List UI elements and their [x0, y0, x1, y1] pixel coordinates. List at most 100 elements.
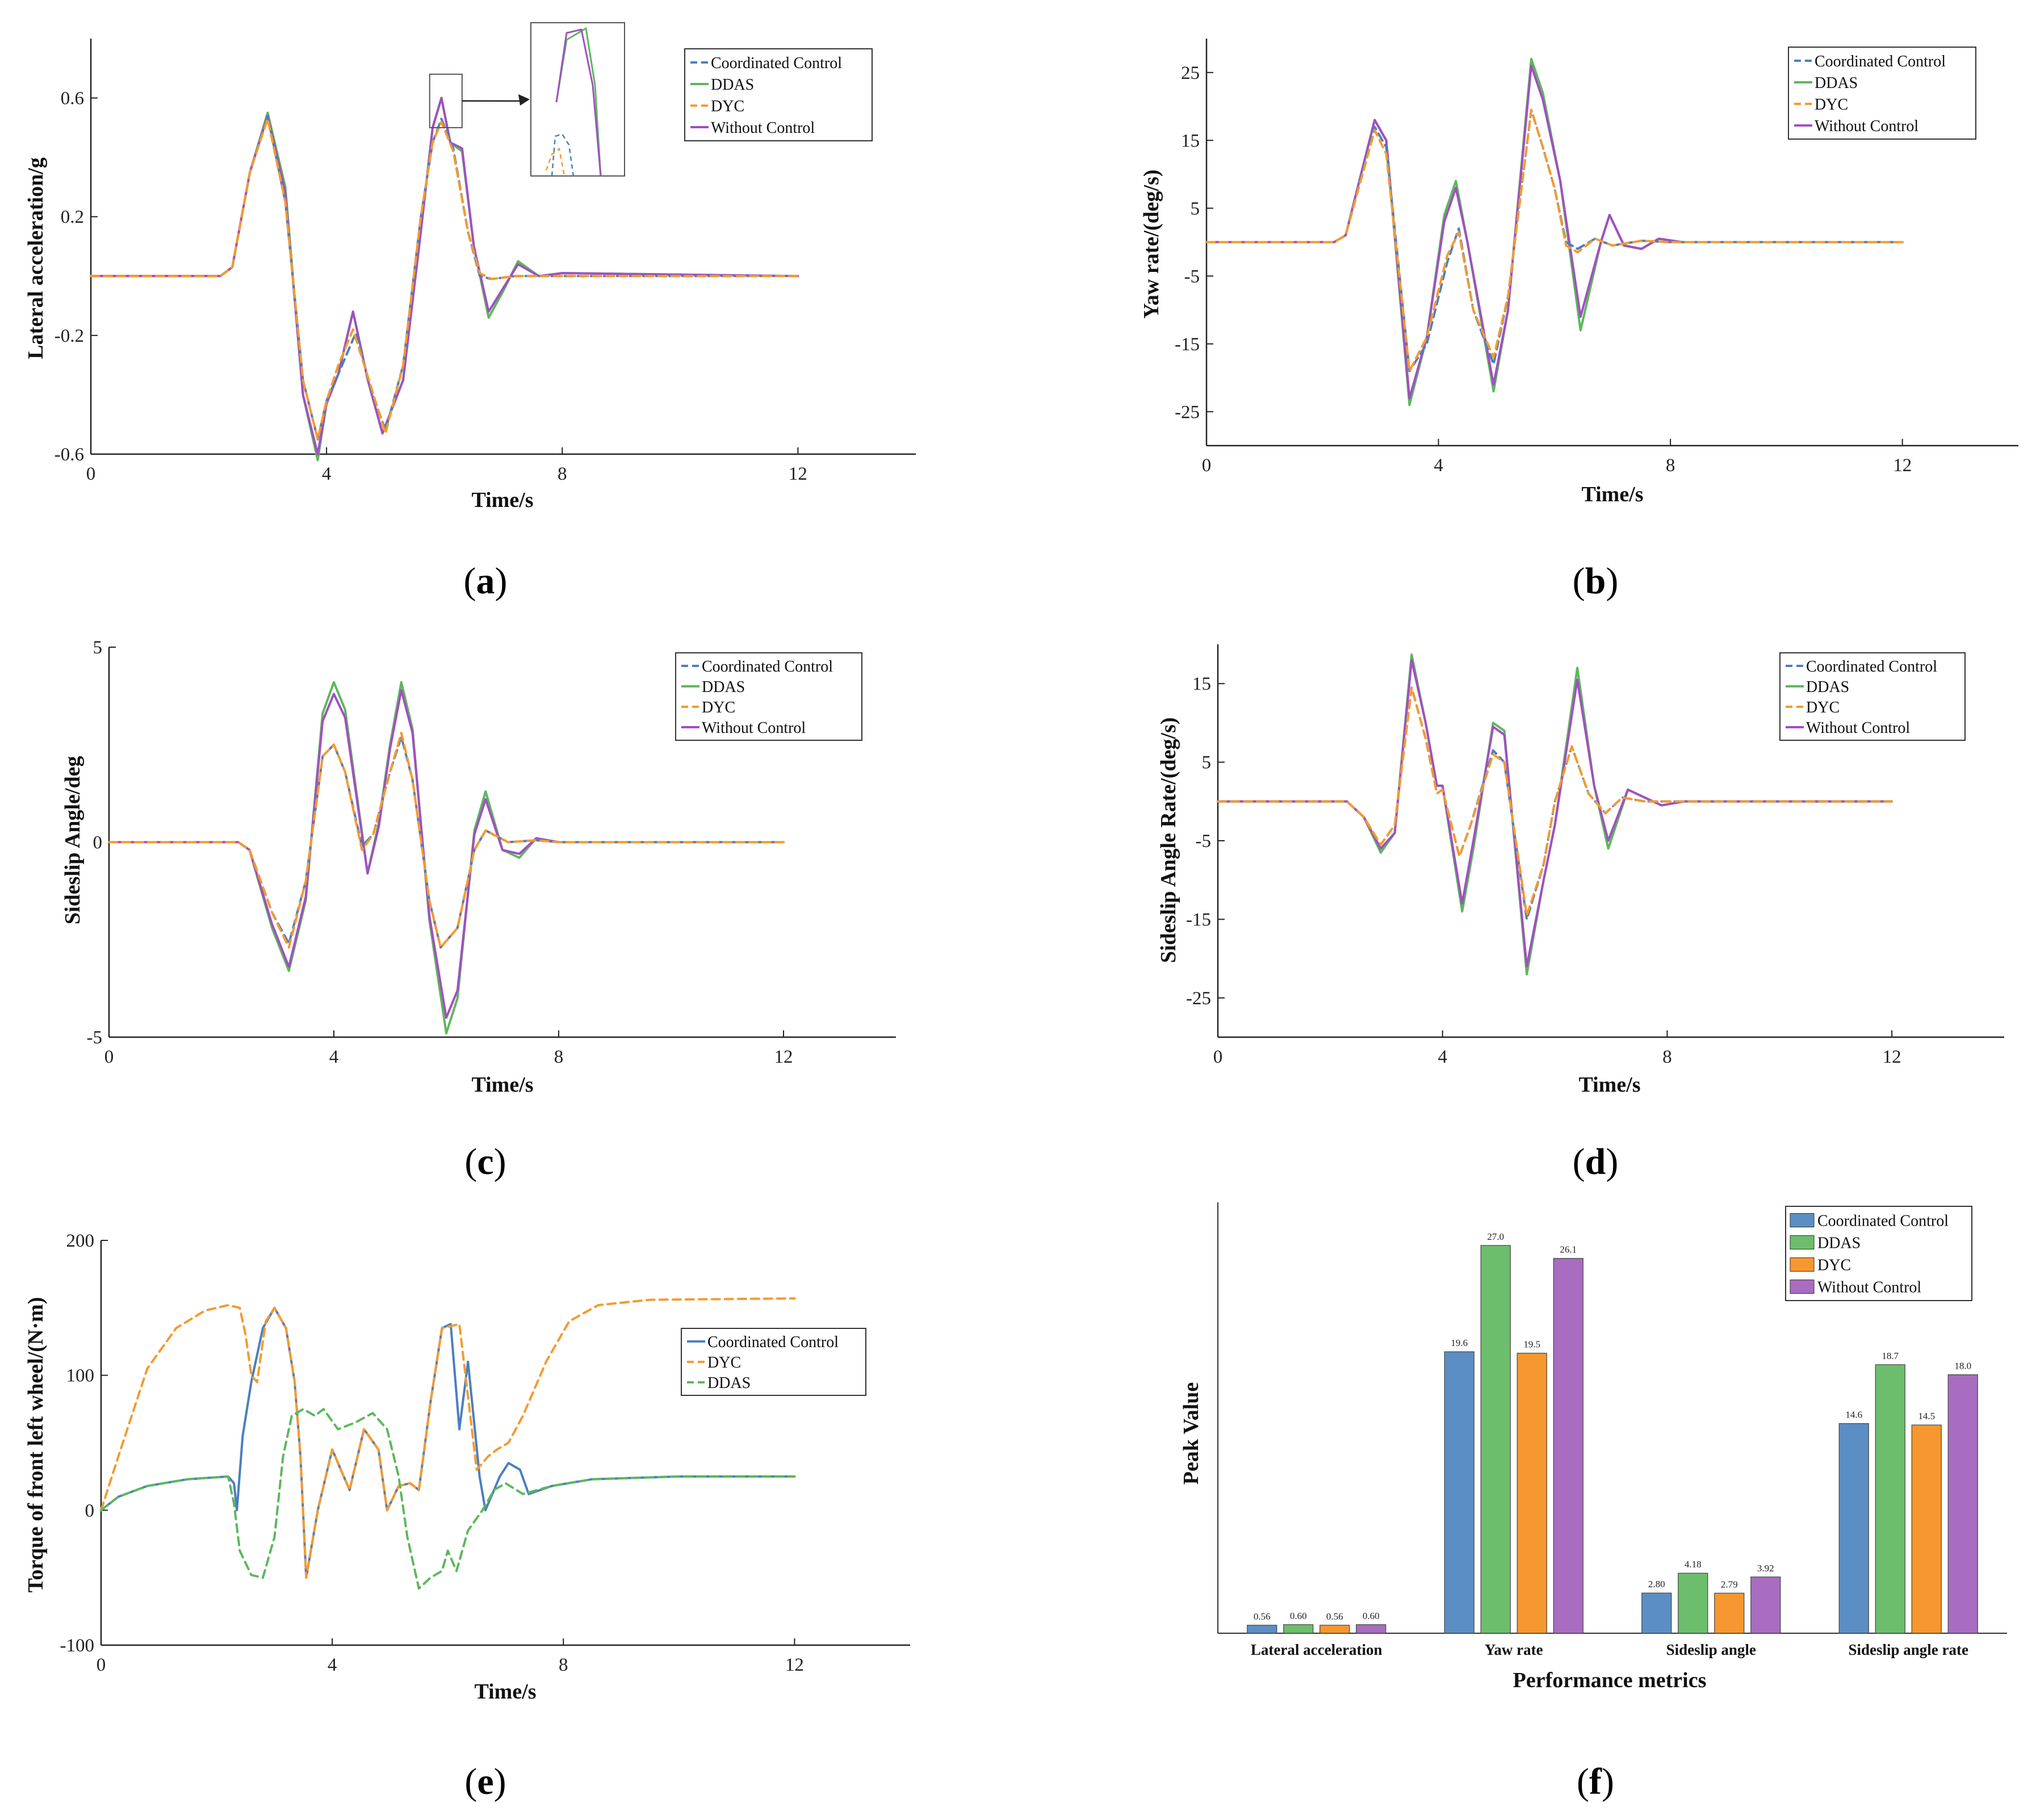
category-label-yaw-rate: Yaw rate: [1485, 1641, 1543, 1658]
legend-label-without-control: Without Control: [1817, 1279, 1921, 1297]
legend-box-e: [681, 1328, 866, 1396]
bar-value-label: 19.5: [1523, 1339, 1540, 1350]
y-tick-label-e: 100: [66, 1366, 95, 1386]
x-tick-label-c: 12: [774, 1047, 793, 1067]
x-tick-label-c: 0: [104, 1047, 114, 1067]
bar-value-label: 14.5: [1918, 1411, 1935, 1421]
bar-value-label: 18.7: [1882, 1351, 1899, 1361]
x-tick-label-b: 4: [1434, 455, 1443, 476]
y-tick-label-e: 0: [85, 1500, 95, 1521]
y-tick-label-e: 200: [66, 1231, 95, 1251]
series-line-dyc-d: [1217, 686, 1893, 917]
y-tick-label-e: -100: [60, 1636, 95, 1656]
x-tick-label-b: 8: [1666, 455, 1675, 476]
xlabel-a: Time/s: [471, 488, 533, 512]
series-line-without-control-c: [108, 689, 785, 1019]
series-line-dyc-c: [108, 732, 785, 949]
legend-label-ddas: DDAS: [1806, 678, 1849, 696]
bar-coordinated-control-lateral-acceleration: [1247, 1625, 1277, 1634]
x-tick-label-d: 4: [1438, 1047, 1447, 1067]
legend-e: Coordinated Control DYC DDAS: [681, 1328, 866, 1396]
ylabel-d: Sideslip Angle Rate/(deg/s): [1157, 718, 1180, 963]
legend-swatch-coordinated-control: [1790, 1213, 1815, 1227]
bar-value-label: 2.79: [1721, 1579, 1738, 1590]
x-tick-label-e: 4: [328, 1655, 337, 1675]
bar-dyc-lateral-acceleration: [1319, 1625, 1350, 1634]
legend-label-coordinated-control: Coordinated Control: [1817, 1213, 1949, 1230]
legend-label-dyc: DYC: [711, 98, 744, 115]
y-tick-label-c: 5: [93, 638, 103, 658]
zoom-inset-line-dyc: [545, 147, 565, 177]
legend-label-dyc: DYC: [702, 699, 735, 716]
y-tick-label-b: -5: [1184, 266, 1200, 287]
x-tick-label-a: 12: [789, 464, 807, 484]
x-tick-label-b: 12: [1893, 455, 1912, 476]
caption-b: (b): [1573, 560, 1619, 602]
caption-f: (f): [1577, 1761, 1614, 1802]
y-tick-label-d: -5: [1196, 831, 1212, 852]
legend-label-coordinated-control: Coordinated Control: [711, 54, 842, 72]
zoom-arrow-head: [518, 94, 530, 106]
y-tick-label-b: 25: [1181, 63, 1200, 83]
zoom-inset-line-without-control: [555, 28, 602, 177]
bar-without-control-sideslip-angle: [1750, 1576, 1781, 1634]
series-line-without-control-d: [1217, 659, 1893, 968]
legend-label-coordinated-control: Coordinated Control: [702, 658, 833, 676]
bar-value-label: 0.56: [1326, 1611, 1343, 1622]
x-tick-label-a: 0: [86, 464, 96, 484]
bar-dyc-sideslip-angle: [1714, 1592, 1745, 1634]
legend-label-dyc: DYC: [1815, 96, 1848, 114]
ylabel-a: Lateral acceleration/g: [24, 157, 48, 359]
bar-without-control-sideslip-angle-rate: [1947, 1374, 1978, 1634]
y-tick-label-b: -25: [1175, 402, 1200, 422]
legend-label-coordinated-control: Coordinated Control: [707, 1333, 839, 1351]
ylabel-c: Sideslip Angle/deg: [61, 756, 85, 925]
bar-value-label: 0.60: [1363, 1611, 1380, 1621]
legend-label-without-control: Without Control: [711, 119, 815, 137]
bar-value-label: 3.92: [1757, 1563, 1774, 1574]
legend-label-ddas: DDAS: [1817, 1235, 1861, 1252]
y-tick-label-a: -0.6: [55, 444, 84, 465]
legend-c: Coordinated Control DDAS DYC Without Contro…: [675, 652, 862, 741]
x-tick-label-e: 12: [785, 1655, 804, 1675]
legend-label-ddas: DDAS: [1815, 74, 1858, 92]
category-label-sideslip-angle-rate: Sideslip angle rate: [1848, 1641, 1968, 1658]
ylabel-e: Torque of front left wheel/(N·m): [24, 1297, 48, 1593]
y-tick-label-a: -0.2: [55, 326, 84, 346]
series-line-dyc-e: [100, 1297, 796, 1579]
legend-box-f: [1785, 1206, 1972, 1301]
x-tick-label-a: 4: [322, 464, 332, 484]
caption-a: (a): [464, 560, 508, 602]
x-tick-label-c: 8: [554, 1047, 564, 1067]
bar-coordinated-control-yaw-rate: [1444, 1351, 1474, 1634]
legend-label-coordinated-control: Coordinated Control: [1815, 53, 1946, 70]
bar-value-label: 2.80: [1648, 1579, 1665, 1590]
bar-without-control-yaw-rate: [1553, 1258, 1583, 1634]
y-tick-label-d: 5: [1202, 753, 1212, 773]
legend-label-ddas: DDAS: [711, 76, 754, 94]
ylabel-b: Yaw rate/(deg/s): [1140, 170, 1163, 319]
panel-b-yaw-rate: 0 4 8 12 -25 -15 -5 5 15 25 Coordinated Control DDA…: [1140, 39, 2018, 602]
plot-area-b: 0 4 8 12 -25 -15 -5 5 15 25 Coordinated Control DDA…: [1175, 39, 2018, 476]
bar-ddas-sideslip-angle-rate: [1875, 1364, 1905, 1634]
legend-label-coordinated-control: Coordinated Control: [1806, 658, 1937, 676]
y-tick-label-a: 0.6: [61, 89, 84, 109]
x-tick-label-d: 12: [1883, 1047, 1901, 1067]
bar-dyc-yaw-rate: [1516, 1353, 1547, 1634]
bar-coordinated-control-sideslip-angle-rate: [1838, 1423, 1869, 1634]
zoom-inset-line-coordinated-control: [551, 133, 575, 177]
caption-d: (d): [1573, 1141, 1619, 1182]
legend-label-dyc: DYC: [1817, 1257, 1851, 1274]
bar-value-label: 26.1: [1560, 1244, 1577, 1255]
legend-swatch-ddas: [1790, 1235, 1815, 1249]
x-tick-label-e: 8: [559, 1655, 568, 1675]
legend-label-without-control: Without Control: [1815, 118, 1918, 135]
legend-d: Coordinated Control DDAS DYC Without Contro…: [1779, 652, 1966, 741]
bar-value-label: 19.6: [1451, 1337, 1468, 1348]
xlabel-b: Time/s: [1581, 483, 1643, 506]
bar-ddas-sideslip-angle: [1678, 1572, 1708, 1634]
legend-label-without-control: Without Control: [1806, 719, 1910, 737]
